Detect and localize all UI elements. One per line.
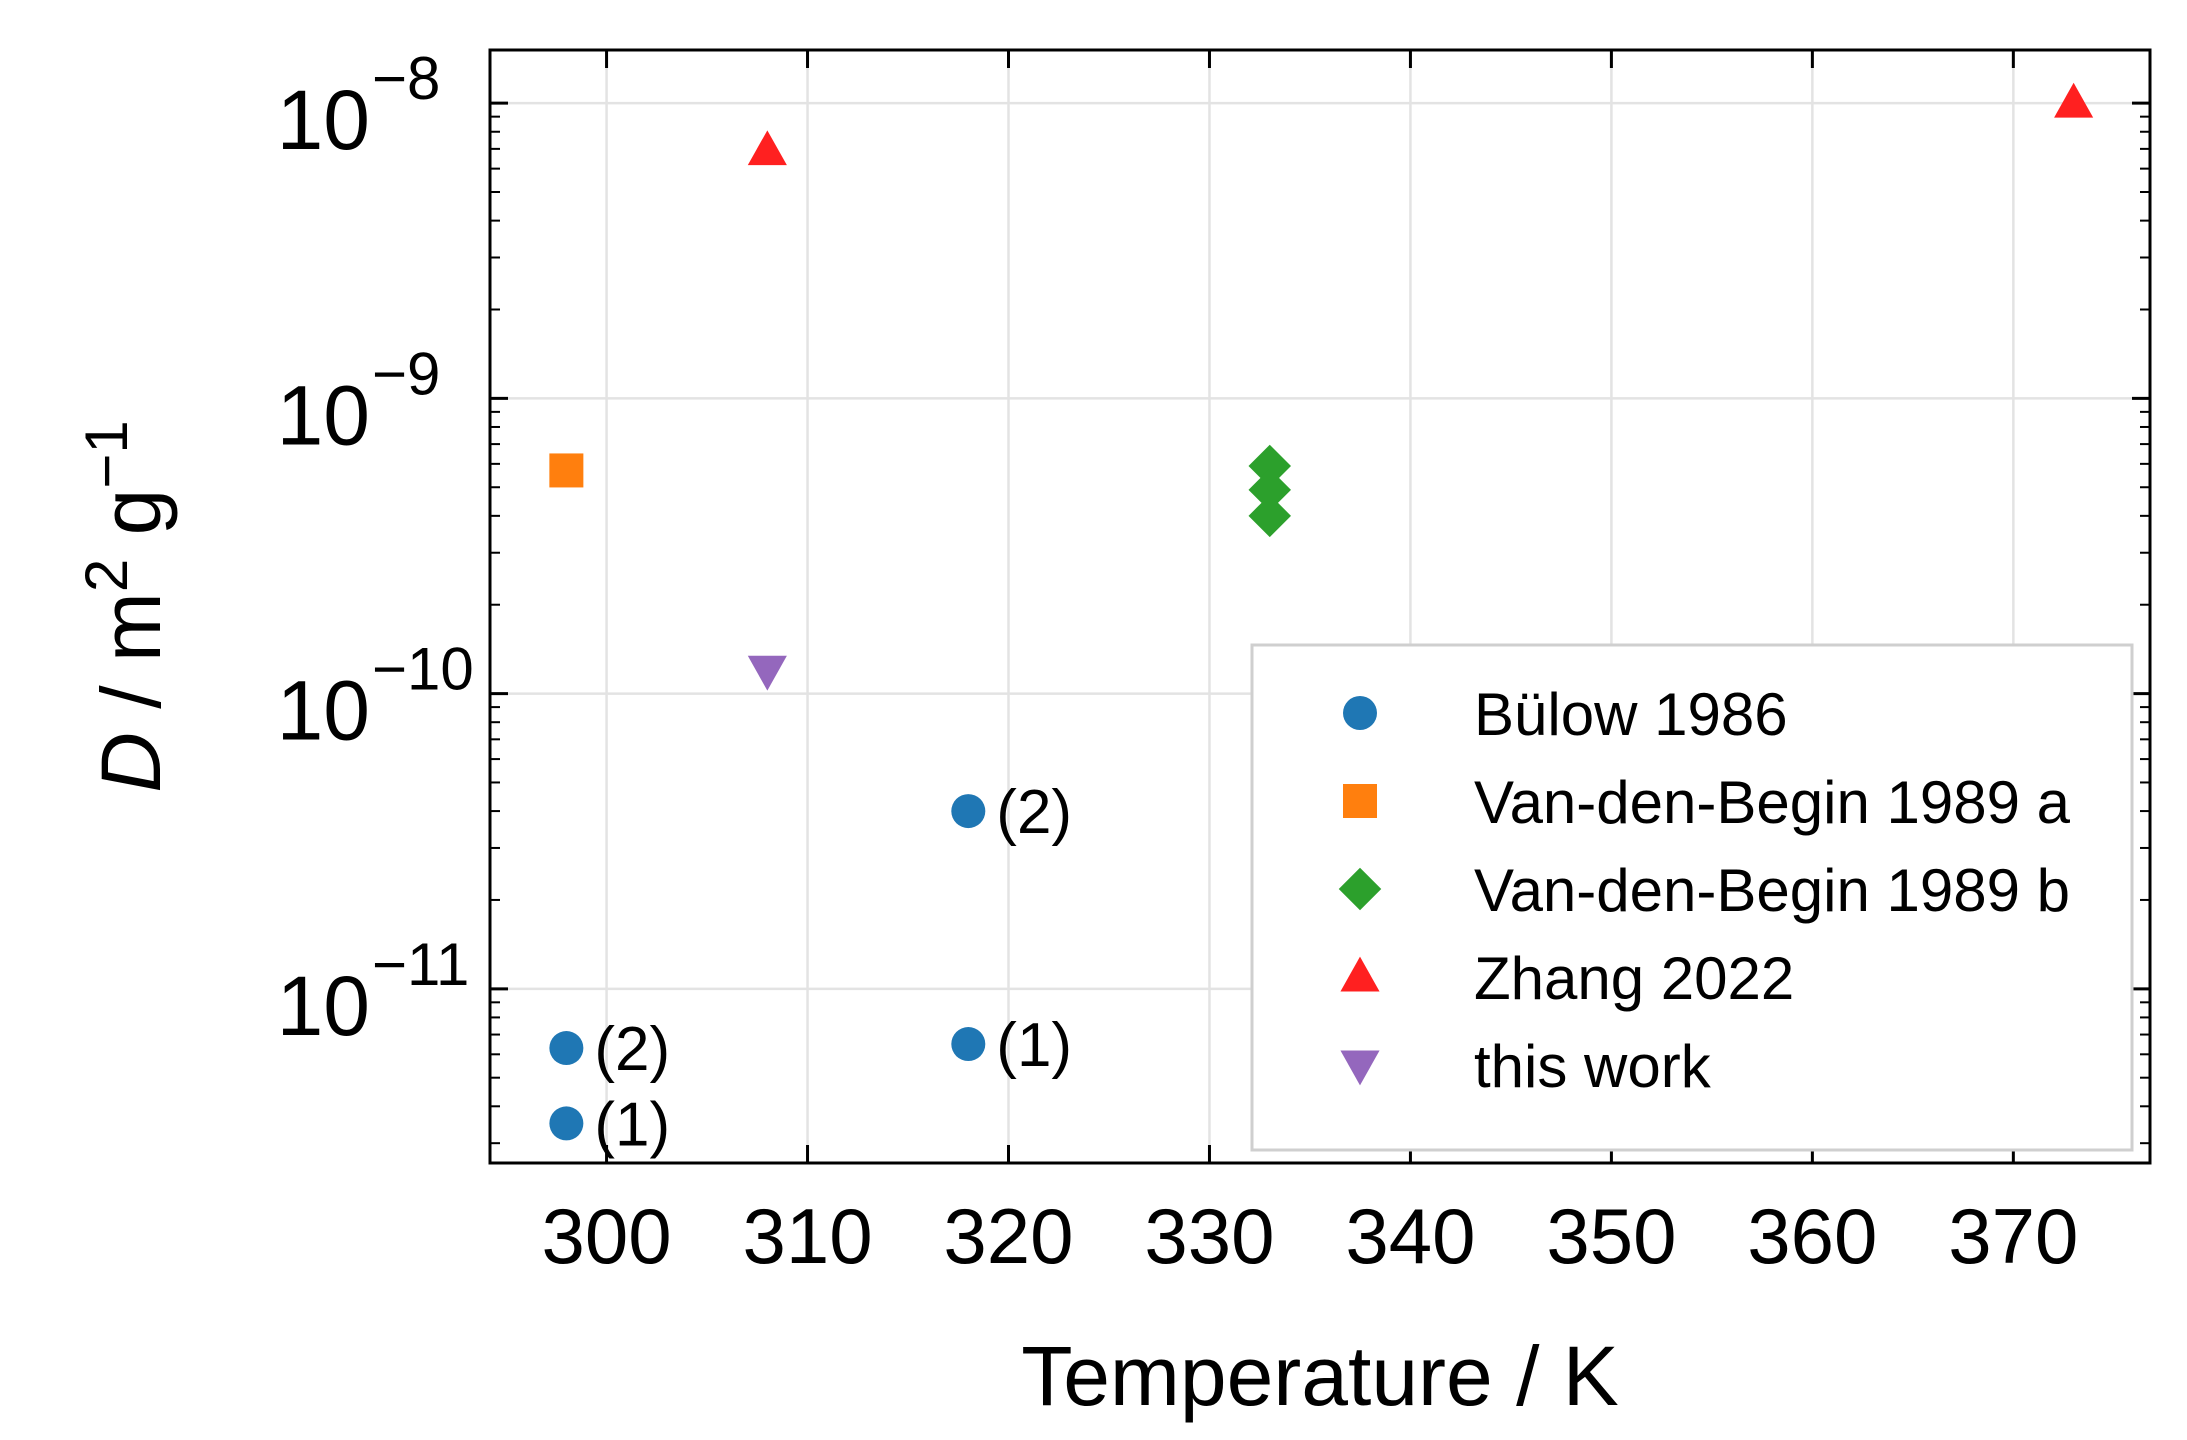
legend-marker — [1343, 784, 1377, 818]
data-point — [747, 655, 787, 691]
legend-marker — [1343, 696, 1377, 730]
minor-ticks — [490, 115, 2150, 1145]
x-tick-label: 300 — [541, 1192, 671, 1280]
legend-label: Bülow 1986 — [1474, 681, 1788, 748]
y-tick-exponent: −8 — [372, 45, 440, 112]
legend-label: Van-den-Begin 1989 b — [1474, 857, 2070, 924]
y-axis-unit-g: g — [84, 489, 178, 536]
point-annotations: (2)(1)(2)(1) — [594, 778, 1072, 1159]
y-axis-symbol: D — [84, 732, 178, 793]
data-point — [747, 130, 787, 166]
x-tick-labels: 300 310 320 330 340 350 360 370 — [541, 1192, 2078, 1280]
legend-marker — [1340, 1050, 1380, 1086]
y-axis-label: D / m2 g−1 — [73, 420, 179, 793]
y-tick-exponent: −9 — [372, 340, 440, 407]
data-point — [951, 1027, 986, 1062]
plot-frame — [488, 48, 2152, 1165]
data-point — [951, 794, 986, 829]
legend-item: Van-den-Begin 1989 a — [1343, 769, 2071, 836]
y-axis-unit-m-exponent: 2 — [73, 559, 140, 592]
data-point — [2054, 82, 2094, 118]
data-point — [549, 1106, 584, 1141]
x-tick-label: 330 — [1144, 1192, 1274, 1280]
y-tick-exponent: −10 — [372, 636, 474, 703]
y-axis-unit-g-exponent: −1 — [73, 420, 140, 488]
x-tick-label: 320 — [943, 1192, 1073, 1280]
legend-label: this work — [1474, 1033, 1712, 1100]
legend-label: Zhang 2022 — [1474, 945, 1794, 1012]
point-label: (2) — [996, 778, 1072, 847]
y-tick-label: 10 — [277, 368, 370, 462]
data-point — [549, 1031, 584, 1066]
legend-item: Van-den-Begin 1989 b — [1338, 857, 2070, 924]
legend-marker — [1338, 867, 1382, 911]
legend: Bülow 1986 Van-den-Begin 1989 a Van-den-Be… — [1250, 643, 2134, 1152]
data-point — [1248, 468, 1292, 512]
x-tick-label: 370 — [1948, 1192, 2078, 1280]
y-tick-exponent: −11 — [372, 931, 469, 998]
data-point — [549, 453, 584, 488]
y-tick-label: 10 — [277, 664, 370, 758]
legend-box — [1250, 643, 2134, 1152]
x-tick-label: 340 — [1345, 1192, 1475, 1280]
legend-label: Van-den-Begin 1989 a — [1474, 769, 2071, 836]
legend-marker — [1340, 956, 1380, 992]
point-label: (1) — [594, 1090, 670, 1159]
data-points — [549, 82, 2094, 1141]
data-point — [1248, 494, 1292, 538]
point-label: (2) — [594, 1015, 670, 1084]
x-axis-label: Temperature / K — [1021, 1329, 1619, 1423]
x-tick-label: 360 — [1747, 1192, 1877, 1280]
x-tick-label: 350 — [1546, 1192, 1676, 1280]
y-tick-label: 10 — [277, 73, 370, 167]
x-tick-label: 310 — [742, 1192, 872, 1280]
y-tick-label: 10 — [277, 959, 370, 1053]
y-axis-separator: / — [84, 662, 178, 732]
data-point — [1248, 444, 1292, 488]
legend-item: this work — [1340, 1033, 1712, 1100]
legend-item: Bülow 1986 — [1343, 681, 1788, 748]
y-axis-unit-m: m — [84, 592, 178, 662]
legend-item: Zhang 2022 — [1340, 945, 1794, 1012]
point-label: (1) — [996, 1011, 1072, 1080]
